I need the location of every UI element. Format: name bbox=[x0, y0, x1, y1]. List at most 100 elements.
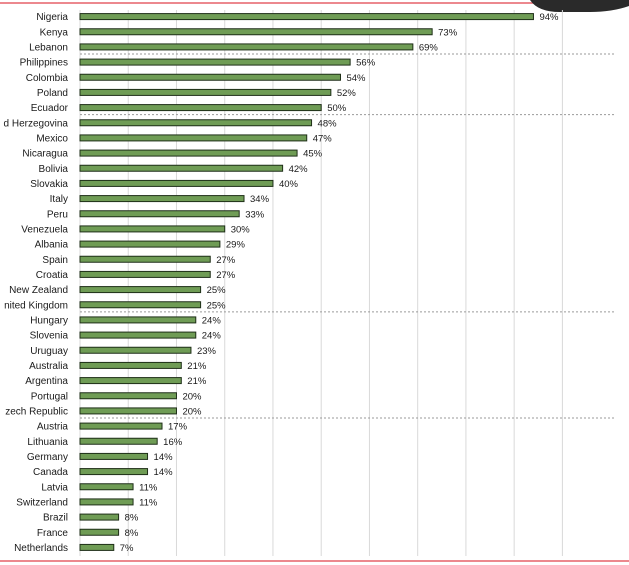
bar bbox=[79, 377, 182, 385]
category-label: Uruguay bbox=[30, 346, 68, 357]
category-label: Nigeria bbox=[36, 12, 68, 23]
value-label: 11% bbox=[139, 482, 158, 493]
category-label: Croatia bbox=[36, 270, 69, 281]
value-label: 24% bbox=[202, 315, 222, 326]
category-label: Hungary bbox=[30, 315, 68, 326]
bar bbox=[79, 240, 221, 248]
value-label: 27% bbox=[216, 270, 236, 281]
gridlines bbox=[79, 10, 563, 556]
category-label: Brazil bbox=[43, 513, 68, 524]
category-labels: Nigeria Kenya Lebanon Philippines Colombia Po… bbox=[4, 12, 69, 554]
value-label: 40% bbox=[279, 179, 299, 190]
value-label: 29% bbox=[226, 240, 246, 251]
category-label: Germany bbox=[27, 452, 68, 463]
category-label: Philippines bbox=[20, 58, 68, 69]
bar bbox=[79, 13, 534, 21]
bar bbox=[79, 119, 313, 127]
category-label: Lithuania bbox=[27, 437, 68, 448]
value-label: 20% bbox=[182, 406, 202, 417]
category-label: Mexico bbox=[36, 133, 68, 144]
bar bbox=[79, 149, 298, 157]
category-label: Italy bbox=[50, 194, 68, 205]
value-label: 24% bbox=[202, 331, 222, 342]
category-label: Lebanon bbox=[29, 42, 68, 53]
value-label: 8% bbox=[125, 528, 139, 539]
bar bbox=[79, 43, 414, 51]
category-label: France bbox=[37, 528, 69, 539]
bar bbox=[79, 301, 202, 309]
bar bbox=[79, 104, 322, 112]
bar bbox=[79, 88, 332, 96]
value-label: 45% bbox=[303, 149, 323, 160]
group-separators bbox=[80, 53, 616, 419]
bar bbox=[79, 346, 192, 354]
category-label: Albania bbox=[35, 240, 69, 251]
value-label: 8% bbox=[125, 513, 139, 524]
bar bbox=[79, 452, 149, 460]
category-label: New Zealand bbox=[9, 285, 68, 296]
bar bbox=[79, 528, 120, 536]
bar bbox=[79, 286, 202, 294]
value-label: 42% bbox=[289, 164, 309, 175]
bar bbox=[79, 195, 245, 203]
bar bbox=[79, 73, 341, 81]
value-label: 21% bbox=[187, 376, 207, 387]
value-label: 73% bbox=[438, 27, 458, 38]
bars bbox=[79, 13, 534, 551]
category-label: d Herzegovina bbox=[4, 118, 69, 129]
bar bbox=[79, 164, 284, 172]
value-label: 14% bbox=[154, 467, 174, 478]
category-label: Poland bbox=[37, 88, 68, 99]
value-label: 14% bbox=[154, 452, 174, 463]
category-label: Peru bbox=[47, 209, 68, 220]
category-label: zech Republic bbox=[5, 406, 68, 417]
value-label: 52% bbox=[337, 88, 357, 99]
bar bbox=[79, 361, 182, 369]
value-label: 20% bbox=[182, 391, 202, 402]
bar bbox=[79, 498, 134, 506]
value-labels: 94% 73% 69% 56% 54% 52% 50% 48% 47% 45% 42% 40% 34% 3… bbox=[120, 12, 559, 554]
value-label: 34% bbox=[250, 194, 270, 205]
value-label: 21% bbox=[187, 361, 207, 372]
bar bbox=[79, 331, 197, 339]
category-label: Austria bbox=[37, 422, 69, 433]
bar bbox=[79, 28, 433, 36]
category-label: Argentina bbox=[25, 376, 68, 387]
category-label: Slovenia bbox=[30, 331, 69, 342]
value-label: 17% bbox=[168, 422, 188, 433]
category-label: Bolivia bbox=[39, 164, 69, 175]
bar bbox=[79, 392, 177, 400]
value-label: 56% bbox=[356, 58, 376, 69]
value-label: 50% bbox=[327, 103, 347, 114]
bar bbox=[79, 483, 134, 491]
category-label: Venezuela bbox=[21, 224, 68, 235]
value-label: 27% bbox=[216, 255, 236, 266]
bar bbox=[79, 179, 274, 187]
category-label: Spain bbox=[42, 255, 68, 266]
value-label: 30% bbox=[231, 224, 251, 235]
category-label: Kenya bbox=[40, 27, 69, 38]
corner-shape bbox=[530, 0, 629, 12]
category-label: Latvia bbox=[41, 482, 68, 493]
category-label: Canada bbox=[33, 467, 68, 478]
category-label: Nicaragua bbox=[22, 149, 68, 160]
category-label: Slovakia bbox=[30, 179, 68, 190]
value-label: 47% bbox=[313, 133, 333, 144]
value-label: 7% bbox=[120, 543, 134, 554]
category-label: Switzerland bbox=[16, 497, 68, 508]
value-label: 48% bbox=[318, 118, 338, 129]
category-label: Colombia bbox=[26, 73, 69, 84]
bar bbox=[79, 58, 351, 66]
category-label: Ecuador bbox=[31, 103, 69, 114]
bar bbox=[79, 437, 158, 445]
value-label: 23% bbox=[197, 346, 217, 357]
bar bbox=[79, 407, 177, 415]
value-label: 33% bbox=[245, 209, 265, 220]
category-label: Portugal bbox=[31, 391, 68, 402]
value-label: 94% bbox=[539, 12, 559, 23]
bar bbox=[79, 316, 197, 324]
bar bbox=[79, 468, 149, 476]
category-label: Australia bbox=[29, 361, 68, 372]
value-label: 11% bbox=[139, 497, 158, 508]
